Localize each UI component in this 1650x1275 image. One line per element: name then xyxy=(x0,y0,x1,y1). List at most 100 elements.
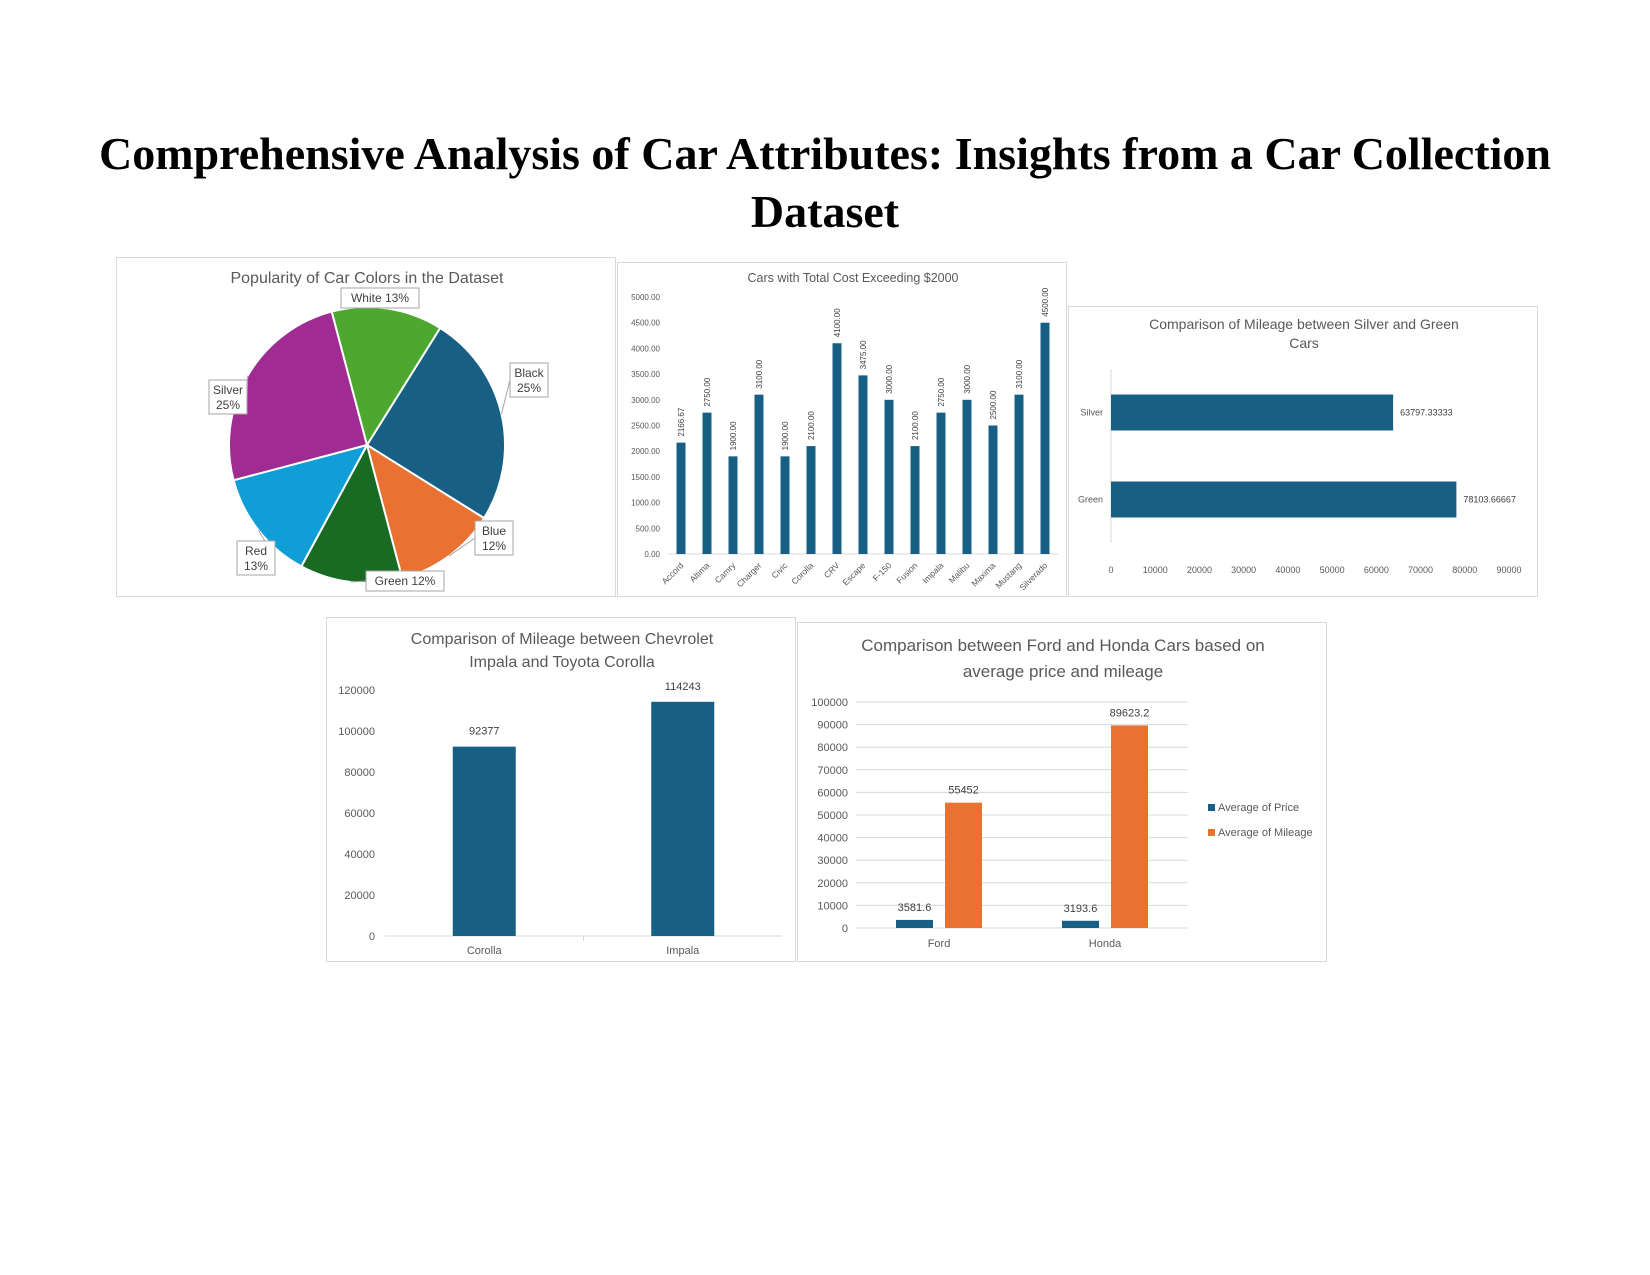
data-label: 2166.67 xyxy=(677,407,686,436)
data-label-box xyxy=(340,287,420,309)
bar xyxy=(1014,394,1024,554)
bar xyxy=(780,456,790,554)
bar xyxy=(962,399,972,554)
y-tick-label: 2500.00 xyxy=(631,422,660,431)
data-label-box xyxy=(474,520,514,556)
data-label-name: Black xyxy=(514,366,544,380)
x-tick-label: CRV xyxy=(822,560,842,580)
x-tick-label: F-150 xyxy=(871,560,894,583)
y-tick-label: 2000.00 xyxy=(631,447,660,456)
data-label: 78103.66667 xyxy=(1463,495,1516,505)
impala-corolla-chart: Comparison of Mileage between Chevrolet I… xyxy=(338,631,782,957)
silver-green-chart: Comparison of Mileage between Silver and… xyxy=(1078,316,1522,575)
data-label: 2750.00 xyxy=(703,377,712,406)
bar xyxy=(702,412,712,554)
x-tick-label: 70000 xyxy=(1408,565,1433,575)
data-label: White 13% xyxy=(351,291,409,305)
bar xyxy=(728,456,738,554)
y-tick-label: 30000 xyxy=(817,855,848,867)
y-tick-label: 80000 xyxy=(344,767,375,779)
x-tick-label: Fusion xyxy=(894,560,919,585)
y-tick-label: 1000.00 xyxy=(631,499,660,508)
y-tick-label: 500.00 xyxy=(636,524,661,533)
ford-honda-chart-panel: Comparison between Ford and Honda Cars b… xyxy=(797,622,1327,962)
bar xyxy=(936,412,946,554)
data-label: Green 12% xyxy=(375,574,436,588)
x-tick-label: Impala xyxy=(666,945,700,957)
y-tick-label: 0 xyxy=(842,923,848,935)
pie-chart-panel: Popularity of Car Colors in the Dataset … xyxy=(116,257,616,597)
y-tick-label: 100000 xyxy=(811,697,848,709)
x-tick-label: Altima xyxy=(688,560,712,584)
x-tick-label: 90000 xyxy=(1496,565,1521,575)
data-label-pct: 12% xyxy=(482,539,506,553)
legend-label: Average of Price xyxy=(1218,802,1299,814)
leader-line xyxy=(350,580,367,583)
x-tick-label: Impala xyxy=(920,560,945,585)
y-tick-label: 5000.00 xyxy=(631,293,660,302)
bar xyxy=(1111,481,1457,518)
x-tick-label: Corolla xyxy=(789,560,815,586)
x-tick-label: 0 xyxy=(1108,565,1113,575)
x-tick-label: 10000 xyxy=(1143,565,1168,575)
data-label: 2750.00 xyxy=(937,377,946,406)
data-label: 63797.33333 xyxy=(1400,408,1453,418)
y-tick-label: 20000 xyxy=(344,890,375,902)
y-tick-label: 4500.00 xyxy=(631,319,660,328)
x-tick-label: Charger xyxy=(735,560,764,589)
data-label: 2100.00 xyxy=(911,411,920,440)
x-tick-label: Escape xyxy=(840,560,867,587)
cost-bar-chart: Cars with Total Cost Exceeding $2000 0.0… xyxy=(631,271,1058,592)
bar xyxy=(910,446,920,554)
chart-title: Comparison of Mileage between Chevrolet I… xyxy=(411,631,714,671)
pie-chart: Popularity of Car Colors in the Dataset … xyxy=(208,270,549,592)
bar xyxy=(858,375,868,554)
y-tick-label: 50000 xyxy=(817,810,848,822)
y-tick-label: Silver xyxy=(1080,408,1103,418)
chart-title: Popularity of Car Colors in the Dataset xyxy=(230,270,504,287)
data-label: 2500.00 xyxy=(989,390,998,419)
title-line: Comparison of Mileage between Chevrolet xyxy=(411,631,714,648)
page-title: Comprehensive Analysis of Car Attributes… xyxy=(99,128,1551,237)
ford-honda-chart: Comparison between Ford and Honda Cars b… xyxy=(811,636,1312,950)
data-label: 89623.2 xyxy=(1110,707,1150,719)
data-label: 114243 xyxy=(665,681,701,693)
x-tick-label: Ford xyxy=(928,938,951,950)
legend-swatch xyxy=(1208,829,1215,836)
y-tick-label: 0.00 xyxy=(644,550,660,559)
cost-bar-chart-panel: Cars with Total Cost Exceeding $2000 0.0… xyxy=(617,262,1067,597)
x-tick-label: 20000 xyxy=(1187,565,1212,575)
y-tick-label: 80000 xyxy=(817,742,848,754)
data-label-pct: 25% xyxy=(216,398,240,412)
x-tick-label: 60000 xyxy=(1364,565,1389,575)
y-tick-label: 1500.00 xyxy=(631,473,660,482)
bar xyxy=(1111,394,1394,431)
x-tick-label: Accord xyxy=(660,560,686,586)
data-label-name: Blue xyxy=(482,524,506,538)
data-label-pct: 25% xyxy=(517,381,541,395)
data-label: 3100.00 xyxy=(755,359,764,388)
bar xyxy=(676,442,686,554)
y-tick-label: 70000 xyxy=(817,765,848,777)
legend-swatch xyxy=(1208,804,1215,811)
data-label: 3193.6 xyxy=(1064,903,1098,915)
data-label: 55452 xyxy=(948,785,979,797)
x-tick-label: 50000 xyxy=(1320,565,1345,575)
y-tick-label: 40000 xyxy=(817,833,848,845)
y-tick-label: 4000.00 xyxy=(631,344,660,353)
y-tick-label: 0 xyxy=(369,931,375,943)
x-tick-label: 40000 xyxy=(1275,565,1300,575)
y-tick-label: 40000 xyxy=(344,849,375,861)
y-tick-label: 120000 xyxy=(338,685,375,697)
bar xyxy=(884,399,894,554)
data-label: 2100.00 xyxy=(807,411,816,440)
data-label: 92377 xyxy=(469,726,500,738)
data-label-pct: 13% xyxy=(244,559,268,573)
bar xyxy=(651,701,715,936)
y-tick-label: Green xyxy=(1078,495,1103,505)
data-label: 3100.00 xyxy=(1015,359,1024,388)
data-label: 1900.00 xyxy=(781,421,790,450)
x-tick-label: Malibu xyxy=(947,560,972,585)
pie-slice-white xyxy=(330,306,442,448)
data-label: 3581.6 xyxy=(898,902,932,914)
